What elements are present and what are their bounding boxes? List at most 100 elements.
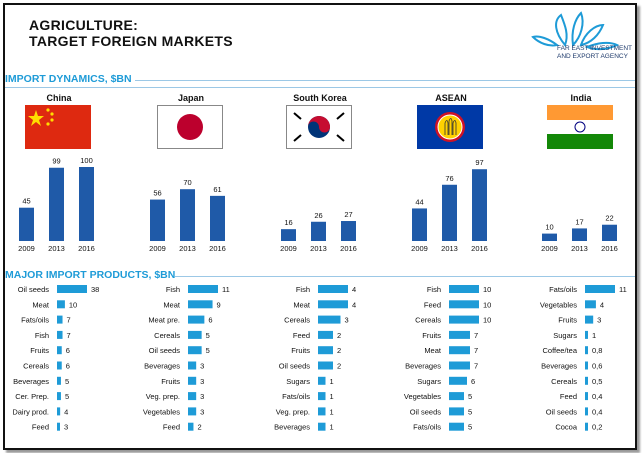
product-bar-fruits <box>57 346 62 355</box>
product-bar-vegetables <box>449 392 464 401</box>
product-label: Oil seeds <box>149 346 181 355</box>
product-value-label: 3 <box>200 377 204 386</box>
charts-canvas: 4520099920131002016562009702013612016162… <box>12 156 627 432</box>
bar-value-label: 99 <box>52 157 60 166</box>
product-bar-sugars <box>318 376 326 385</box>
bar-value-label: 10 <box>545 223 553 232</box>
bar-asean-2016 <box>472 169 487 241</box>
product-bar-oil-seeds <box>318 361 333 370</box>
bar-japan-2009 <box>150 199 165 241</box>
bar-value-label: 100 <box>80 156 93 165</box>
product-value-label: 3 <box>200 392 204 401</box>
india-flag-icon <box>547 105 613 149</box>
product-value-label: 2 <box>337 331 341 340</box>
bar-value-label: 97 <box>475 158 483 167</box>
divider-line <box>135 80 635 81</box>
product-bar-meat-pre <box>188 315 205 324</box>
south-korea-flag-icon <box>286 105 352 149</box>
bar-japan-2013 <box>180 189 195 241</box>
country-label-china: China <box>46 93 72 103</box>
divider-line <box>5 87 635 88</box>
product-bar-feed <box>188 422 194 431</box>
product-value-label: 0,4 <box>592 392 602 401</box>
product-label: Feed <box>163 423 180 432</box>
product-value-label: 5 <box>206 331 210 340</box>
product-value-label: 7 <box>474 346 478 355</box>
product-bar-fats-oils <box>585 285 615 293</box>
logo-line-2: AND EXPORT AGENCY <box>557 53 628 60</box>
bar-value-label: 70 <box>183 178 191 187</box>
product-bar-meat <box>57 300 65 309</box>
product-bar-cereals <box>318 315 341 324</box>
product-label: Beverages <box>405 362 441 371</box>
product-bar-fruits <box>188 376 197 385</box>
product-bar-oil-seeds <box>585 407 588 416</box>
product-value-label: 10 <box>483 285 491 294</box>
product-bar-fish <box>57 330 63 339</box>
product-value-label: 7 <box>474 362 478 371</box>
product-label: Fats/oils <box>21 316 49 325</box>
year-label: 2009 <box>18 244 35 253</box>
product-label: Meat <box>424 346 442 355</box>
product-label: Beverages <box>144 362 180 371</box>
product-value-label: 6 <box>471 377 475 386</box>
product-value-label: 0,2 <box>592 423 602 432</box>
product-label: Fats/oils <box>549 285 577 294</box>
year-label: 2016 <box>340 244 357 253</box>
product-bar-feed <box>318 330 333 339</box>
product-bar-fish <box>188 285 218 293</box>
product-bar-feed <box>449 300 479 309</box>
product-value-label: 3 <box>345 316 349 325</box>
product-value-label: 10 <box>483 300 491 309</box>
product-label: Oil seeds <box>546 407 578 416</box>
product-bar-beverages <box>449 361 470 370</box>
title-line-2: TARGET FOREIGN MARKETS <box>29 33 233 49</box>
product-bar-fats-oils <box>449 422 464 431</box>
bar-south-korea-2013 <box>311 221 326 241</box>
product-bar-dairy-prod <box>57 407 61 416</box>
product-label: Coffee/tea <box>543 346 578 355</box>
product-value-label: 11 <box>619 285 627 294</box>
bar-india-2013 <box>572 228 587 241</box>
year-label: 2013 <box>441 244 458 253</box>
product-value-label: 0,4 <box>592 407 602 416</box>
product-bar-veg-prep <box>318 407 326 416</box>
product-bar-sugars <box>449 376 467 385</box>
product-label: Fruits <box>558 316 577 325</box>
year-label: 2016 <box>78 244 95 253</box>
product-label: Cereals <box>415 316 441 325</box>
product-label: Feed <box>293 331 310 340</box>
logo-line-1: FAR EAST INVESTMENT <box>557 45 633 52</box>
bar-value-label: 76 <box>445 174 453 183</box>
product-value-label: 1 <box>330 377 334 386</box>
bar-india-2016 <box>602 224 617 241</box>
title-line-1: AGRICULTURE: <box>29 17 139 33</box>
bar-value-label: 16 <box>284 218 292 227</box>
product-bar-beverages <box>188 361 197 370</box>
japan-flag-icon <box>157 105 223 149</box>
product-bar-fats-oils <box>57 315 63 324</box>
bar-value-label: 22 <box>605 214 613 223</box>
product-bar-oil-seeds <box>57 285 87 293</box>
lotus-logo-icon <box>531 11 620 51</box>
product-bar-cer-prep <box>57 392 61 401</box>
product-label: Fish <box>427 285 441 294</box>
product-value-label: 5 <box>65 392 69 401</box>
china-flag-icon <box>25 105 91 149</box>
logo-text: FAR EAST INVESTMENT AND EXPORT AGENCY <box>557 45 635 61</box>
year-label: 2016 <box>471 244 488 253</box>
product-label: Fruits <box>30 346 49 355</box>
product-label: Fish <box>35 331 49 340</box>
product-value-label: 2 <box>337 346 341 355</box>
product-label: Oil seeds <box>410 407 442 416</box>
product-label: Beverages <box>274 423 310 432</box>
country-label-japan: Japan <box>177 93 204 103</box>
year-label: 2013 <box>179 244 196 253</box>
bar-value-label: 44 <box>415 197 423 206</box>
product-bar-fish <box>318 285 348 293</box>
product-label: Meat pre. <box>148 316 180 325</box>
bar-value-label: 45 <box>22 197 30 206</box>
product-value-label: 4 <box>600 300 604 309</box>
product-bar-cereals <box>188 330 202 339</box>
product-value-label: 1 <box>330 423 334 432</box>
